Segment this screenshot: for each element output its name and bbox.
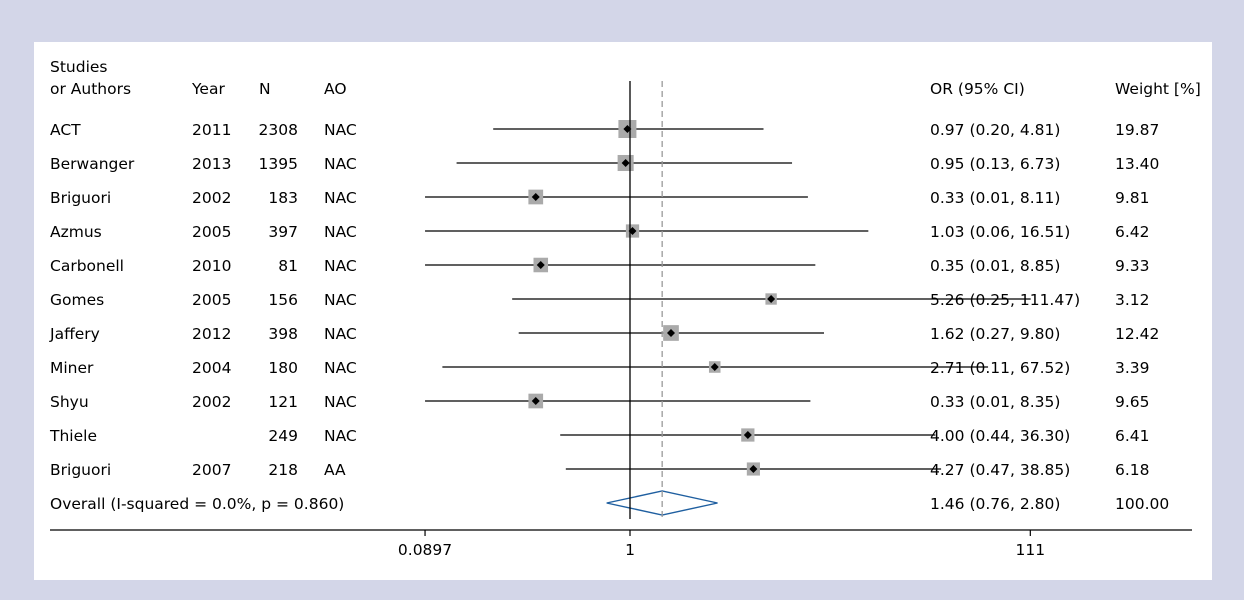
study-name: Carbonell [50,257,124,275]
study-ao: NAC [324,121,357,139]
study-n: 1395 [259,155,298,173]
forest-plot: Studies or Authors Year N AO OR (95% CI)… [49,58,1201,559]
study-or-ci: 4.00 (0.44, 36.30) [930,427,1070,445]
header-study-2: or Authors [50,80,131,98]
point-estimate [531,397,540,405]
study-weight: 3.12 [1115,291,1150,309]
study-or-ci: 0.33 (0.01, 8.35) [930,393,1060,411]
study-or-ci: 0.95 (0.13, 6.73) [930,155,1060,173]
point-estimate [743,431,752,439]
x-axis-tick-label: 111 [1016,541,1046,559]
study-ao: NAC [324,257,357,275]
study-n: 81 [278,257,298,275]
point-estimate [536,261,545,269]
study-year: 2004 [192,359,231,377]
study-ao: AA [324,461,346,479]
study-or-ci: 0.97 (0.20, 4.81) [930,121,1060,139]
overall-weight: 100.00 [1115,495,1169,513]
study-year: 2002 [192,393,231,411]
study-weight: 19.87 [1115,121,1159,139]
study-name: Gomes [50,291,104,309]
header-study-1: Studies [50,58,108,76]
point-estimate [767,295,776,303]
study-weight: 13.40 [1115,155,1159,173]
point-estimate [710,363,719,371]
study-n: 121 [268,393,298,411]
study-or-ci: 0.33 (0.01, 8.11) [930,189,1060,207]
study-ao: NAC [324,427,357,445]
study-name: Briguori [50,189,111,207]
study-year: 2002 [192,189,231,207]
study-name: Azmus [50,223,102,241]
study-n: 398 [268,325,298,343]
study-year: 2012 [192,325,231,343]
x-axis-tick-label: 1 [625,541,635,559]
study-or-ci: 0.35 (0.01, 8.85) [930,257,1060,275]
study-or-ci: 4.27 (0.47, 38.85) [930,461,1070,479]
study-n: 2308 [259,121,298,139]
study-n: 156 [268,291,298,309]
study-name: Shyu [50,393,89,411]
study-name: Miner [50,359,94,377]
point-estimate [749,465,758,473]
point-estimate [667,329,676,337]
study-ao: NAC [324,325,357,343]
study-name: Briguori [50,461,111,479]
header-ao: AO [324,80,347,98]
study-year: 2013 [192,155,231,173]
study-ao: NAC [324,359,357,377]
study-n: 183 [268,189,298,207]
study-ao: NAC [324,189,357,207]
study-ao: NAC [324,291,357,309]
study-n: 218 [268,461,298,479]
study-year: 2005 [192,223,231,241]
forest-plot-panel: Studies or Authors Year N AO OR (95% CI)… [34,42,1212,580]
study-year: 2011 [192,121,231,139]
study-weight: 9.81 [1115,189,1150,207]
study-or-ci: 1.03 (0.06, 16.51) [930,223,1070,241]
study-weight: 9.65 [1115,393,1150,411]
study-weight: 3.39 [1115,359,1150,377]
study-ao: NAC [324,393,357,411]
study-weight: 12.42 [1115,325,1159,343]
header-weight: Weight [%] [1115,80,1201,98]
study-name: Thiele [49,427,97,445]
study-or-ci: 5.26 (0.25, 111.47) [930,291,1080,309]
study-year: 2005 [192,291,231,309]
study-name: ACT [50,121,81,139]
study-or-ci: 2.71 (0.11, 67.52) [930,359,1070,377]
study-weight: 6.41 [1115,427,1150,445]
point-estimate [621,159,630,167]
study-year: 2010 [192,257,231,275]
study-or-ci: 1.62 (0.27, 9.80) [930,325,1060,343]
overall-diamond [606,490,718,516]
study-weight: 6.18 [1115,461,1150,479]
study-name: Jaffery [49,325,100,343]
study-n: 397 [268,223,298,241]
study-weight: 9.33 [1115,257,1150,275]
study-weight: 6.42 [1115,223,1150,241]
x-axis-tick-label: 0.0897 [398,541,452,559]
study-n: 180 [268,359,298,377]
study-year: 2007 [192,461,231,479]
point-estimate [531,193,540,201]
overall-or-ci: 1.46 (0.76, 2.80) [930,495,1060,513]
header-year: Year [191,80,225,98]
study-n: 249 [268,427,298,445]
study-ao: NAC [324,223,357,241]
study-ao: NAC [324,155,357,173]
overall-label: Overall (I-squared = 0.0%, p = 0.860) [50,495,344,513]
header-n: N [259,80,271,98]
study-name: Berwanger [50,155,135,173]
header-or-ci: OR (95% CI) [930,80,1025,98]
